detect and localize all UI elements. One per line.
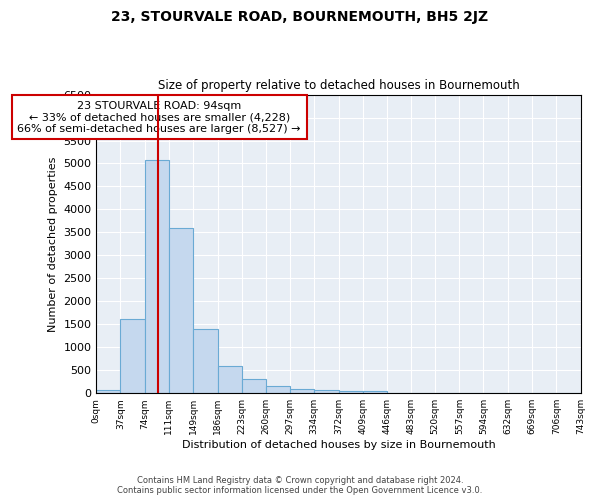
Bar (121, 318, 145, 393)
Bar (145, 160, 169, 393)
X-axis label: Distribution of detached houses by size in Bournemouth: Distribution of detached houses by size … (182, 440, 495, 450)
Title: Size of property relative to detached houses in Bournemouth: Size of property relative to detached ho… (158, 79, 519, 92)
Bar (242, 380, 266, 393)
Bar (363, 391, 387, 393)
Y-axis label: Number of detached properties: Number of detached properties (48, 156, 58, 332)
Text: 23, STOURVALE ROAD, BOURNEMOUTH, BH5 2JZ: 23, STOURVALE ROAD, BOURNEMOUTH, BH5 2JZ (112, 10, 488, 24)
Bar (339, 391, 363, 393)
Bar (96, 390, 121, 393)
Text: 23 STOURVALE ROAD: 94sqm
← 33% of detached houses are smaller (4,228)
66% of sem: 23 STOURVALE ROAD: 94sqm ← 33% of detach… (17, 100, 301, 134)
Bar (266, 386, 290, 393)
Text: Contains HM Land Registry data © Crown copyright and database right 2024.
Contai: Contains HM Land Registry data © Crown c… (118, 476, 482, 495)
Bar (193, 329, 218, 393)
Bar (218, 366, 242, 393)
Bar (290, 389, 314, 393)
Bar (169, 228, 193, 393)
Bar (314, 390, 339, 393)
